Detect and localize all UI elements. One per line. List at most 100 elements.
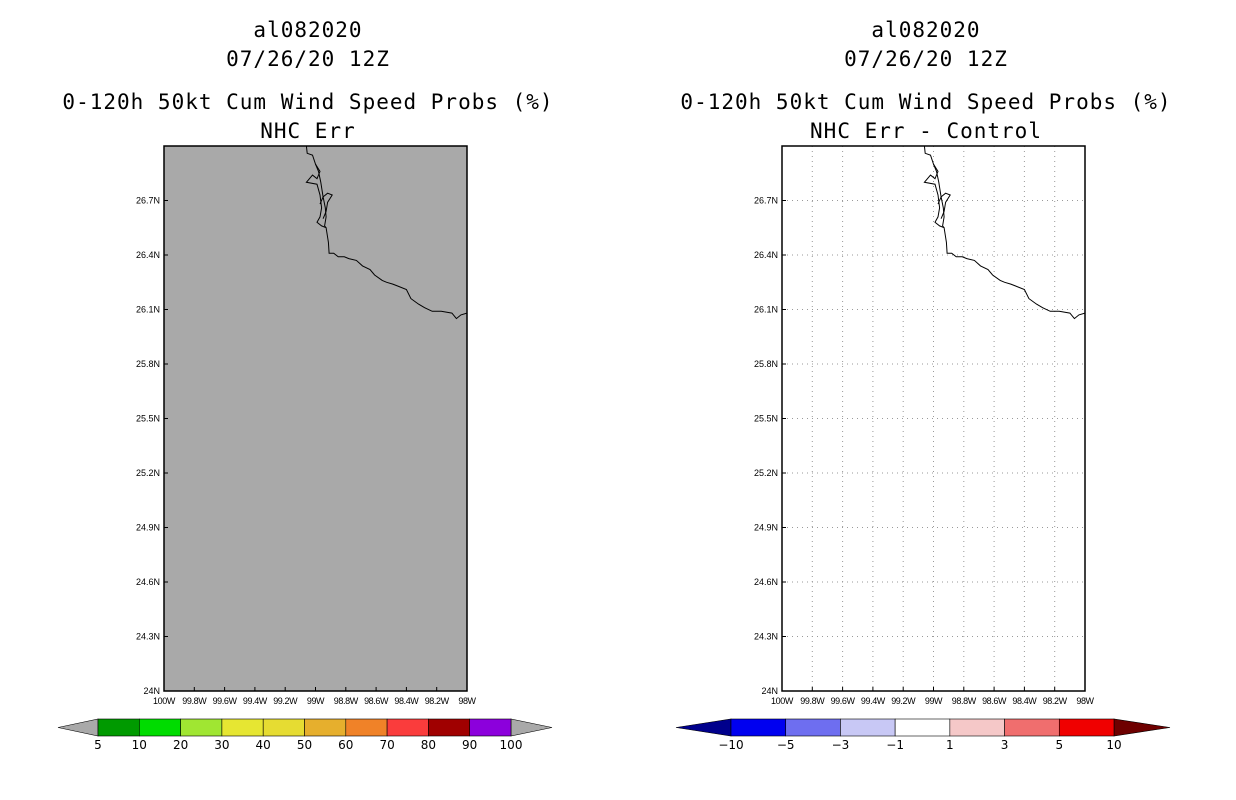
colorbar-swatch [221, 718, 264, 737]
colorbar-swatch [304, 718, 347, 737]
colorbar-label: 50 [297, 738, 312, 752]
colorbar-swatch [1004, 718, 1060, 737]
colorbar-label: 60 [338, 738, 353, 752]
x-tick-label: 99W [307, 696, 325, 706]
colorbar-under-arrow [57, 718, 99, 737]
left-sub-title: NHC Err [260, 119, 356, 143]
colorbar-swatch [262, 718, 305, 737]
colorbar-label: 1 [946, 738, 954, 752]
y-tick-label: 24.3N [754, 632, 778, 642]
x-tick-label: 98.6W [982, 696, 1007, 706]
x-tick-label: 100W [153, 696, 176, 706]
plot-background [164, 146, 467, 691]
x-tick-label: 98.4W [1012, 696, 1037, 706]
y-tick-label: 25.2N [754, 468, 778, 478]
colorbar-label: 5 [1055, 738, 1063, 752]
right-date-label: 07/26/20 12Z [844, 47, 1008, 71]
left-storm-id: al082020 [253, 18, 363, 42]
colorbar-label: 80 [421, 738, 436, 752]
colorbar-swatch [97, 718, 140, 737]
colorbar-swatch [386, 718, 429, 737]
barrier-island [319, 192, 333, 219]
colorbar-under-arrow [675, 718, 732, 737]
colorbar-swatch [180, 718, 223, 737]
y-tick-label: 25.5N [754, 414, 778, 424]
colorbar-swatch [840, 718, 896, 737]
coastline [923, 146, 1085, 320]
colorbar-label: −5 [777, 738, 795, 752]
x-tick-label: 98.8W [334, 696, 359, 706]
colorbar-swatch [469, 718, 512, 737]
colorbar: 5 10 20 30 40 50 60 70 80 90 100 [57, 718, 553, 752]
colorbar-swatch [730, 718, 787, 737]
coastline-group [305, 146, 467, 320]
colorbar-label: 100 [500, 738, 523, 752]
x-tick-label: 99.4W [861, 696, 886, 706]
y-tick-label: 26.1N [136, 305, 160, 315]
y-tick-label: 25.8N [754, 359, 778, 369]
colorbar-over-arrow [510, 718, 553, 737]
x-tick-label: 99.8W [800, 696, 825, 706]
colorbar-label: −1 [886, 738, 904, 752]
colorbar: −10 −5 −3 −1 1 3 5 10 [675, 718, 1171, 752]
colorbar-label: 3 [1001, 738, 1009, 752]
x-tick-label: 98.4W [394, 696, 419, 706]
left-main-title: 0-120h 50kt Cum Wind Speed Probs (%) [62, 90, 554, 114]
y-tick-label: 26.7N [136, 196, 160, 206]
colorbar-swatch [894, 718, 951, 737]
x-tick-label: 98.6W [364, 696, 389, 706]
colorbar-swatch [1058, 718, 1115, 737]
colorbar-label: 30 [214, 738, 229, 752]
colorbar-over-arrow [1113, 718, 1171, 737]
colorbar-label: 10 [132, 738, 147, 752]
colorbar-swatch [785, 718, 841, 737]
x-tick-label: 99.6W [213, 696, 238, 706]
y-tick-label: 24N [143, 686, 160, 696]
x-tick-label: 98.2W [425, 696, 450, 706]
y-tick-label: 24.9N [136, 523, 160, 533]
x-tick-label: 99W [925, 696, 943, 706]
barrier-island [937, 192, 951, 219]
colorbar-swatch [428, 718, 470, 737]
colorbar-label: −10 [718, 738, 743, 752]
coastline-inner [933, 164, 945, 229]
x-tick-label: 99.2W [273, 696, 298, 706]
x-tick-label: 99.6W [831, 696, 856, 706]
colorbar-label: 20 [173, 738, 188, 752]
y-tick-label: 24.9N [754, 523, 778, 533]
y-tick-label: 25.2N [136, 468, 160, 478]
x-tick-label: 99.4W [243, 696, 268, 706]
y-tick-label: 26.1N [754, 305, 778, 315]
map-panel-right: 100W 99.8W 99.6W 99.4W 99.2W 99W 98.8W 98.6W 98.… [675, 145, 1171, 752]
colorbar-label: 90 [462, 738, 477, 752]
colorbar-label: 10 [1106, 738, 1121, 752]
colorbar-swatch [949, 718, 1005, 737]
y-tick-label: 26.4N [136, 250, 160, 260]
colorbar-swatch [345, 718, 388, 737]
right-main-title: 0-120h 50kt Cum Wind Speed Probs (%) [680, 90, 1172, 114]
colorbar-label: 40 [256, 738, 271, 752]
coastline [305, 146, 467, 320]
colorbar-swatch [139, 718, 181, 737]
y-tick-label: 26.4N [754, 250, 778, 260]
x-tick-label: 98W [458, 696, 476, 706]
coastline-group [923, 146, 1085, 320]
y-tick-label: 24.6N [136, 577, 160, 587]
right-sub-title: NHC Err - Control [810, 119, 1042, 143]
y-tick-label: 26.7N [754, 196, 778, 206]
y-tick-label: 24.3N [136, 632, 160, 642]
y-tick-label: 24N [761, 686, 778, 696]
x-tick-label: 98.2W [1043, 696, 1068, 706]
x-tick-label: 98W [1076, 696, 1094, 706]
right-storm-id: al082020 [871, 18, 981, 42]
y-tick-label: 24.6N [754, 577, 778, 587]
colorbar-label: 70 [379, 738, 394, 752]
left-date-label: 07/26/20 12Z [226, 47, 390, 71]
x-tick-label: 99.2W [891, 696, 916, 706]
x-tick-label: 99.8W [182, 696, 207, 706]
y-tick-label: 25.5N [136, 414, 160, 424]
right-title-block: al082020 07/26/20 12Z 0-120h 50kt Cum Wi… [656, 16, 1196, 146]
map-panel-left: 100W 99.8W 99.6W 99.4W 99.2W 99W 98.8W 98.6W 98.… [57, 145, 553, 752]
y-tick-label: 25.8N [136, 359, 160, 369]
colorbar-label: 5 [94, 738, 102, 752]
